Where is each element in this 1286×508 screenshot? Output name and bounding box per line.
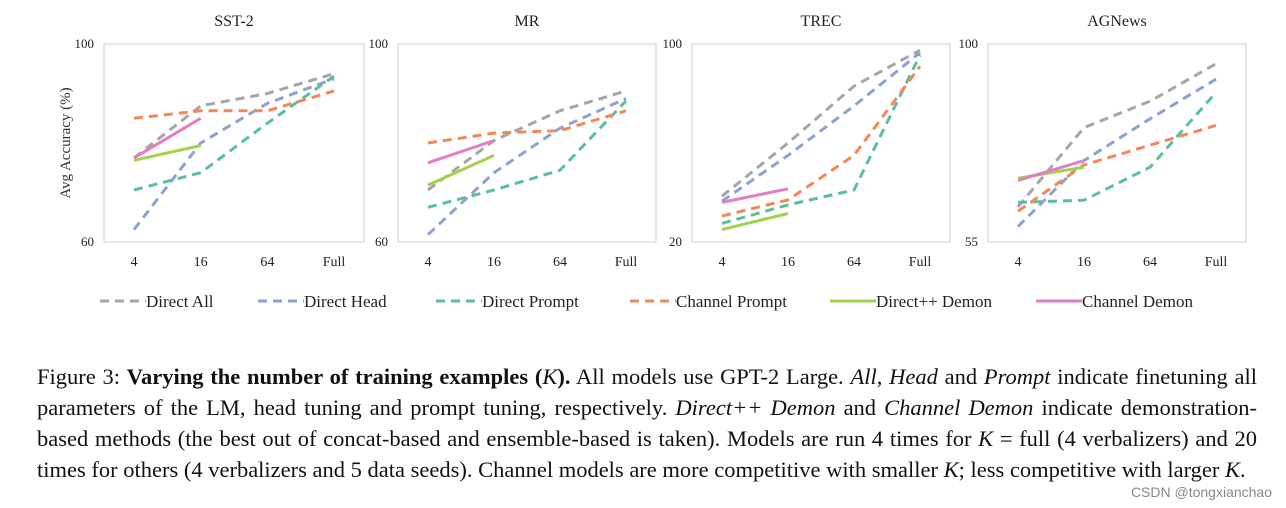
trec-series-directpp-demon — [721, 212, 789, 232]
mr-xtick-64: 64 — [553, 255, 567, 270]
caption-and-1: and — [937, 363, 984, 389]
agnews-ytick-max: 100 — [959, 36, 979, 51]
caption-direct-demon: Direct++ Demon — [675, 394, 836, 420]
mr-series-channel-prompt — [427, 109, 627, 145]
caption-title: Varying the number of training examples — [126, 363, 529, 389]
agnews-xtick-full: Full — [1205, 255, 1228, 270]
caption-all: All — [850, 363, 877, 389]
agnews-series-direct-prompt — [1017, 91, 1218, 204]
trec-title: TREC — [801, 13, 842, 30]
watermark: CSDN @tongxianchao — [1130, 484, 1272, 500]
sst-2-xtick-4: 4 — [131, 255, 138, 270]
caption-head: Head — [889, 363, 938, 389]
mr-series-direct-head — [426, 97, 627, 236]
figure-canvas: SST-2 100 60 4 16 64 Full Avg Accuracy (%) MR 100… — [58, 13, 1247, 311]
mr-xtick-4: 4 — [425, 255, 432, 270]
caption-prompt: Prompt — [983, 363, 1051, 389]
legend-label-direct-all: Direct All — [146, 292, 214, 311]
caption-channel-demon: Channel Demon — [884, 394, 1034, 420]
sst-2-xtick-full: Full — [323, 255, 346, 270]
legend-label-direct-prompt: Direct Prompt — [482, 292, 579, 311]
caption-paren-close: ). — [557, 363, 571, 389]
agnews-series-direct-head — [1016, 77, 1217, 228]
legend-label-directpp-demon: Direct++ Demon — [876, 292, 992, 311]
trec-ytick-max: 100 — [663, 36, 683, 51]
agnews-series-channel-demon — [1017, 159, 1085, 182]
trec-series-direct-prompt — [721, 54, 922, 225]
mr-series-directpp-demon — [427, 154, 495, 187]
caption-sentence-6: . — [1240, 456, 1246, 482]
agnews-xtick-16: 16 — [1077, 255, 1091, 270]
trec-xtick-64: 64 — [847, 255, 861, 270]
caption-k: K — [542, 363, 558, 389]
sst-2-ytick-min: 60 — [81, 234, 94, 249]
agnews-xtick-64: 64 — [1143, 255, 1157, 270]
mr-ytick-min: 60 — [375, 234, 388, 249]
trec-series-channel-prompt — [721, 65, 922, 218]
mr-series-channel-demon — [427, 139, 495, 165]
legend-label-channel-demon: Channel Demon — [1082, 292, 1193, 311]
caption-comma: , — [876, 363, 890, 389]
agnews-xtick-4: 4 — [1015, 255, 1022, 270]
agnews-title: AGNews — [1087, 13, 1147, 30]
caption-sentence-5: ; less competitive with larger — [958, 456, 1226, 482]
caption-sentence-4: = full (4 verbalizers) and 20 times for … — [37, 425, 1257, 482]
agnews-series-channel-prompt — [1017, 123, 1217, 213]
mr-xtick-16: 16 — [487, 255, 501, 270]
legend-label-direct-head: Direct Head — [304, 292, 387, 311]
y-axis-label: Avg Accuracy (%) — [58, 87, 74, 198]
trec-xtick-full: Full — [909, 255, 932, 270]
caption-label: Figure 3: — [37, 363, 127, 389]
legend-label-channel-prompt: Channel Prompt — [676, 292, 787, 311]
trec-series-channel-demon — [721, 187, 789, 204]
mr-plot-frame — [397, 43, 657, 243]
caption-k-4: K — [1225, 456, 1241, 482]
sst-2-series-direct-prompt — [133, 74, 335, 192]
sst-2-xtick-16: 16 — [194, 255, 208, 270]
mr-title: MR — [515, 13, 540, 30]
mr-ytick-max: 100 — [369, 36, 389, 51]
agnews-series-direct-all — [1016, 62, 1217, 208]
trec-series-direct-all — [721, 48, 921, 198]
trec-xtick-4: 4 — [719, 255, 726, 270]
caption-k-2: K — [978, 425, 994, 451]
mr-series-direct-all — [427, 89, 627, 192]
trec-ytick-min: 20 — [669, 234, 682, 249]
trec-plot-frame — [691, 43, 951, 243]
mr-xtick-full: Full — [615, 255, 638, 270]
sst-2-plot-frame — [103, 43, 365, 243]
sst-2-series-directpp-demon — [133, 144, 202, 162]
caption-paren-open: ( — [528, 363, 543, 389]
sst-2-series-channel-demon — [133, 117, 202, 160]
caption-sentence-2: indicate finetuning all parameters of th… — [37, 363, 1258, 420]
figure: SST-2 100 60 4 16 64 Full Avg Accuracy (%) MR 100… — [58, 13, 1247, 311]
mr-series-direct-prompt — [427, 99, 628, 209]
agnews-ytick-min: 55 — [965, 234, 978, 249]
caption-sentence-1: All models use GPT-2 Large. — [570, 363, 851, 389]
sst-2-ytick-max: 100 — [75, 36, 95, 51]
sst-2-title: SST-2 — [214, 13, 253, 30]
trec-series-direct-head — [721, 51, 921, 203]
figure-caption: Figure 3: Varying the number of training… — [37, 361, 1257, 485]
caption-k-3: K — [943, 456, 959, 482]
sst-2-xtick-64: 64 — [260, 255, 274, 270]
sst-2-series-channel-prompt — [133, 89, 335, 120]
caption-sentence-3: indicate demonstration-based methods (th… — [37, 394, 1257, 451]
caption-and-2: and — [835, 394, 885, 420]
agnews-plot-frame — [987, 43, 1247, 243]
trec-xtick-16: 16 — [781, 255, 795, 270]
sst-2-series-direct-all — [133, 72, 335, 160]
